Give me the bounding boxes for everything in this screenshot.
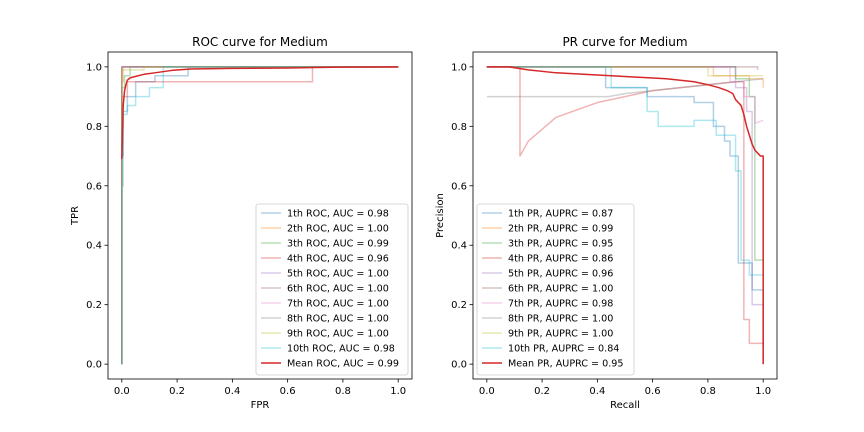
x-tick-label: 0.8 (700, 386, 716, 397)
y-tick-label: 0.4 (451, 241, 467, 252)
legend-box (476, 203, 635, 376)
legend-entry: 9th PR, AUPRC = 1.00 (508, 329, 613, 340)
legend-entry: 5th PR, AUPRC = 0.96 (508, 269, 613, 280)
x-tick-label: 0.6 (280, 386, 296, 397)
legend-entry: 1th ROC, AUC = 0.98 (287, 209, 389, 220)
legend-entry: 1th PR, AUPRC = 0.87 (508, 209, 613, 220)
series-line-2 (486, 66, 764, 88)
x-tick-label: 1.0 (390, 386, 406, 397)
series-line-11 (486, 66, 764, 365)
legend-entry: 4th ROC, AUC = 0.96 (287, 254, 389, 265)
legend-entry: Mean ROC, AUC = 0.99 (287, 359, 399, 370)
series-line-1 (121, 66, 399, 365)
series-line-11 (121, 66, 399, 160)
y-tick-label: 0.6 (451, 181, 467, 192)
legend-entry: 2th ROC, AUC = 1.00 (287, 224, 389, 235)
series-line-10 (121, 66, 399, 365)
series-line-5 (121, 66, 399, 365)
legend-entry: 7th ROC, AUC = 1.00 (287, 299, 389, 310)
series-line-7 (121, 66, 399, 365)
legend-entry: 3th ROC, AUC = 0.99 (287, 239, 389, 250)
legend-entry: 5th ROC, AUC = 1.00 (287, 269, 389, 280)
series-line-7 (486, 66, 764, 125)
chart-title: PR curve for Medium (562, 35, 687, 49)
series-line-6 (121, 66, 399, 365)
legend-entry: 6th PR, AUPRC = 1.00 (508, 284, 613, 295)
x-tick-label: 0.0 (114, 386, 130, 397)
series-line-1 (486, 66, 764, 365)
legend-entry: 3th PR, AUPRC = 0.95 (508, 239, 613, 250)
x-axis-label: FPR (251, 400, 270, 411)
legend-entry: Mean PR, AUPRC = 0.95 (508, 359, 624, 370)
legend-entry: 10th ROC, AUC = 0.98 (287, 344, 395, 355)
legend-entry: 6th ROC, AUC = 1.00 (287, 284, 389, 295)
axes-frame (472, 51, 778, 380)
series-line-3 (121, 66, 399, 365)
series-line-4 (486, 66, 764, 345)
legend-box (255, 203, 409, 376)
y-tick-label: 0.4 (86, 241, 102, 252)
series-line-9 (121, 66, 399, 365)
series-line-3 (486, 66, 764, 261)
y-tick-label: 0.2 (86, 300, 102, 311)
y-tick-label: 1.0 (451, 62, 467, 73)
y-tick-label: 0.2 (451, 300, 467, 311)
x-tick-label: 0.2 (169, 386, 185, 397)
series-line-5 (486, 66, 764, 306)
x-tick-label: 0.6 (645, 386, 661, 397)
x-tick-label: 0.0 (479, 386, 495, 397)
y-tick-label: 0.0 (451, 360, 467, 371)
x-tick-label: 0.2 (534, 386, 550, 397)
legend-entry: 7th PR, AUPRC = 0.98 (508, 299, 613, 310)
legend: 1th PR, AUPRC = 0.87 2th PR, AUPRC = 0.99… (476, 203, 635, 376)
x-tick-label: 0.4 (224, 386, 240, 397)
legend: 1th ROC, AUC = 0.98 2th ROC, AUC = 1.00 3t… (255, 203, 409, 376)
pr-chart: 0.0 0.0 0.2 0.2 0.4 0.4 0.6 0.6 0.8 0.8 1.0 1.0 PR c… (435, 35, 778, 411)
legend-entry: 9th ROC, AUC = 1.00 (287, 329, 389, 340)
series-line-2 (121, 66, 399, 365)
legend-entry: 2th PR, AUPRC = 0.99 (508, 224, 613, 235)
x-axis-label: Recall (610, 400, 640, 411)
y-axis-label: TPR (70, 206, 81, 226)
chart-title: ROC curve for Medium (192, 35, 328, 49)
legend-entry: 8th PR, AUPRC = 1.00 (508, 314, 613, 325)
legend-entry: 10th PR, AUPRC = 0.84 (508, 344, 619, 355)
series-line-8 (121, 66, 399, 365)
series-line-8 (486, 78, 764, 98)
series-line-9 (486, 66, 764, 77)
axes-frame (107, 51, 413, 380)
y-axis-label: Precision (435, 193, 446, 238)
series-line-10 (486, 66, 764, 276)
y-tick-label: 0.6 (86, 181, 102, 192)
x-tick-label: 0.8 (335, 386, 351, 397)
x-tick-label: 1.0 (755, 386, 771, 397)
y-tick-label: 1.0 (86, 62, 102, 73)
legend-entry: 8th ROC, AUC = 1.00 (287, 314, 389, 325)
y-tick-label: 0.0 (86, 360, 102, 371)
series-line-6 (486, 66, 759, 70)
legend-entry: 4th PR, AUPRC = 0.86 (508, 254, 613, 265)
x-tick-label: 0.4 (589, 386, 605, 397)
roc-chart: 0.0 0.0 0.2 0.2 0.4 0.4 0.6 0.6 0.8 0.8 1.0 1.0 ROC … (70, 35, 413, 411)
y-tick-label: 0.8 (86, 122, 102, 133)
y-tick-label: 0.8 (451, 122, 467, 133)
